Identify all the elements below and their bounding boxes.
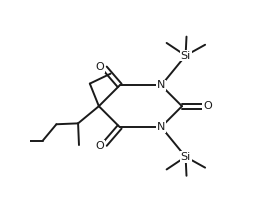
Text: Si: Si [180,152,191,162]
Text: O: O [96,141,104,151]
Text: O: O [96,62,104,72]
Text: Si: Si [180,51,191,61]
Text: O: O [203,101,212,111]
Text: N: N [157,80,166,91]
Text: N: N [157,122,166,132]
